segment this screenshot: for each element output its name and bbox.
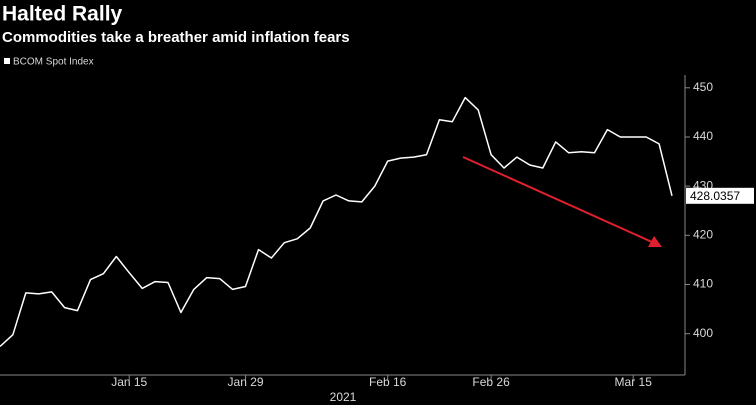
arrow-head <box>648 236 662 247</box>
x-axis-label: 2021 <box>330 390 357 404</box>
series-line <box>0 96 673 348</box>
legend-label: BCOM Spot Index <box>13 57 94 68</box>
y-tick-label: 450 <box>693 80 713 94</box>
y-tick-label: 420 <box>693 227 713 241</box>
chart-subtitle: Commodities take a breather amid inflati… <box>2 29 350 46</box>
overlay: 428.0357 <box>686 187 754 204</box>
x-tick-label: Jan 29 <box>228 375 264 389</box>
trend-arrow <box>462 156 653 243</box>
x-tick-label: Feb 26 <box>472 375 510 389</box>
x-tick-label: Mar 15 <box>615 375 653 389</box>
x-tick-label: Feb 16 <box>369 375 407 389</box>
chart-title: Halted Rally <box>2 3 123 26</box>
y-tick-label: 410 <box>693 277 713 291</box>
y-tick-label: 440 <box>693 129 713 143</box>
y-tick-label: 400 <box>693 326 713 340</box>
last-value-box <box>686 187 754 204</box>
legend-swatch <box>4 58 10 64</box>
last-value-label: 428.0357 <box>690 189 740 203</box>
x-tick-label: Jan 15 <box>111 375 147 389</box>
